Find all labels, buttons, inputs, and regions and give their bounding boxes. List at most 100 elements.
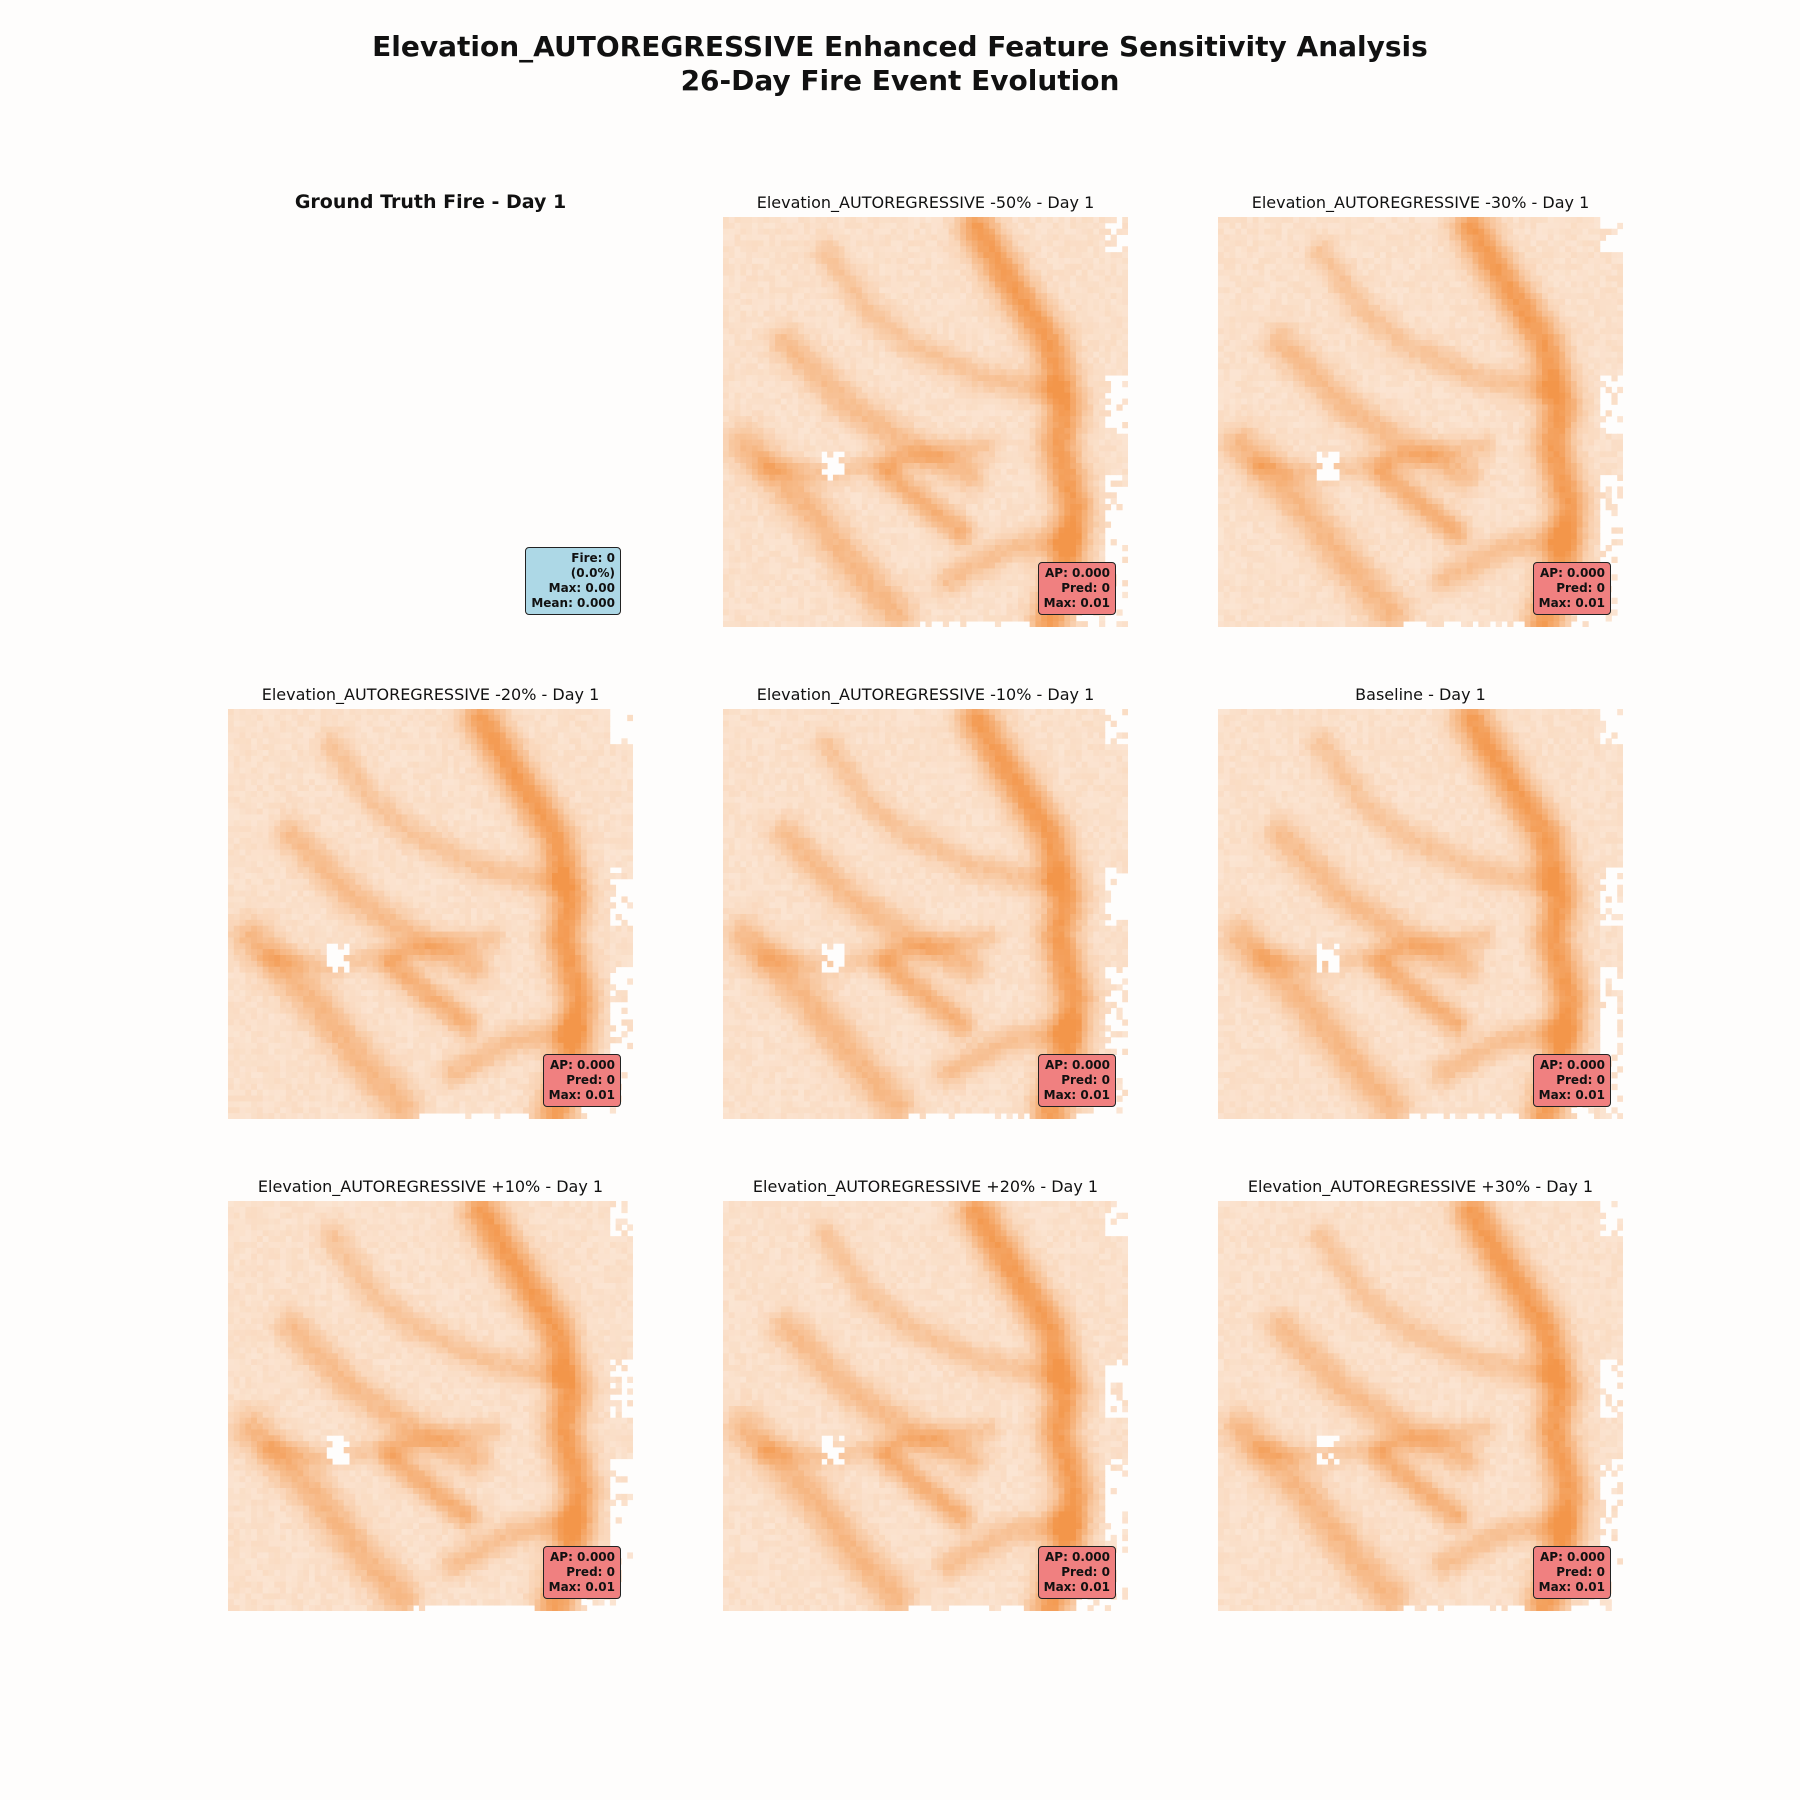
heatmap-cell [1047, 457, 1054, 464]
heatmap-cell [937, 468, 944, 476]
heatmap-cell [1029, 310, 1036, 317]
heatmap-cell [977, 322, 984, 329]
heatmap-cell [1116, 293, 1123, 300]
heatmap-cell [1099, 369, 1106, 376]
heatmap-cell [908, 369, 915, 376]
heatmap-cell [1075, 304, 1083, 312]
heatmap-cell [925, 515, 932, 522]
heatmap-cell [1052, 275, 1059, 282]
heatmap-cell [815, 322, 822, 329]
heatmap-cell [890, 246, 897, 253]
heatmap-cell [1012, 258, 1019, 265]
heatmap-cell [879, 445, 886, 452]
heatmap-cell [977, 451, 984, 458]
heatmap-cell [885, 609, 892, 616]
heatmap-cell [896, 252, 903, 259]
heatmap-cell [942, 293, 950, 300]
heatmap-cell [902, 468, 909, 476]
heatmap-cell [1070, 275, 1077, 282]
heatmap-cell [1058, 615, 1065, 622]
heatmap-cell [1070, 252, 1077, 259]
heatmap-cell [977, 345, 984, 353]
heatmap-cell [867, 351, 874, 358]
heatmap-cell [1081, 486, 1088, 493]
heatmap-cell [1047, 527, 1054, 534]
heatmap-cell [1018, 375, 1025, 382]
heatmap-cell [873, 480, 880, 487]
heatmap-cell [896, 287, 903, 294]
heatmap-cell [1000, 269, 1007, 276]
heatmap-cell [1081, 427, 1088, 435]
heatmap-cell [1075, 316, 1083, 323]
heatmap-cell [948, 580, 955, 587]
heatmap-cell [1122, 439, 1128, 446]
heatmap-cell [1104, 293, 1112, 300]
heatmap-cell [1023, 568, 1031, 575]
heatmap-cell [1064, 381, 1071, 388]
heatmap-cell [757, 539, 764, 546]
heatmap-cell [751, 422, 759, 429]
heatmap-cell [1070, 615, 1077, 622]
heatmap-cell [1075, 293, 1083, 300]
heatmap-cell [1047, 381, 1054, 388]
heatmap-cell [827, 217, 834, 224]
heatmap-cell [769, 468, 776, 476]
stats-line: Max: 0.01 [1044, 596, 1110, 611]
heatmap-cell [1035, 246, 1042, 253]
heatmap-cell [1012, 217, 1019, 224]
heatmap-cell [1018, 468, 1025, 476]
heatmap-cell [1000, 316, 1007, 323]
heatmap-cell [1081, 381, 1088, 388]
heatmap-cell [746, 568, 753, 575]
heatmap-cell [751, 381, 759, 388]
heatmap-cell [740, 404, 747, 411]
heatmap-cell [775, 615, 782, 622]
heatmap-cell [856, 533, 863, 540]
heatmap-cell [1449, 222, 1456, 230]
heatmap-cell [1070, 504, 1077, 511]
heatmap-cell [1064, 246, 1071, 253]
heatmap-cell [734, 304, 741, 312]
heatmap-cell [832, 562, 840, 569]
heatmap-cell [780, 404, 788, 411]
heatmap-cell [751, 568, 759, 575]
heatmap-cell [960, 427, 967, 435]
heatmap-cell [960, 351, 967, 358]
heatmap-cell [994, 404, 1002, 411]
heatmap-cell [879, 258, 886, 265]
heatmap-cell [867, 574, 874, 581]
heatmap-cell [809, 217, 816, 224]
heatmap-cell [844, 304, 851, 312]
heatmap-cell [948, 252, 955, 259]
heatmap-cell [960, 562, 967, 569]
heatmap-cell [809, 509, 816, 517]
heatmap-cell [1087, 451, 1094, 458]
heatmap-cell [763, 263, 770, 271]
heatmap-cell [769, 416, 776, 423]
heatmap-cell [890, 299, 897, 306]
heatmap-cell [1047, 509, 1054, 517]
heatmap-cell [809, 263, 816, 271]
heatmap-cell [983, 416, 990, 423]
heatmap-cell [757, 486, 764, 493]
heatmap-cell [1293, 222, 1300, 230]
heatmap-cell [1093, 556, 1100, 563]
heatmap-cell [1110, 240, 1117, 247]
heatmap-cell [850, 562, 857, 569]
heatmap-cell [1023, 445, 1031, 452]
heatmap-cell [879, 422, 886, 429]
heatmap-cell [1035, 334, 1042, 341]
heatmap-cell [1241, 222, 1248, 230]
heatmap-cell [1047, 410, 1054, 417]
heatmap-cell [1070, 521, 1077, 528]
heatmap-cell [1093, 222, 1100, 230]
heatmap-cell [971, 404, 978, 411]
heatmap-cell [740, 550, 747, 558]
heatmap-cell [763, 422, 770, 429]
heatmap-cell [1327, 217, 1335, 224]
heatmap-cell [1093, 369, 1100, 376]
heatmap-cell [751, 509, 759, 517]
heatmap-cell [1362, 234, 1369, 241]
heatmap-cell [821, 340, 828, 347]
heatmap-cell [740, 281, 747, 288]
